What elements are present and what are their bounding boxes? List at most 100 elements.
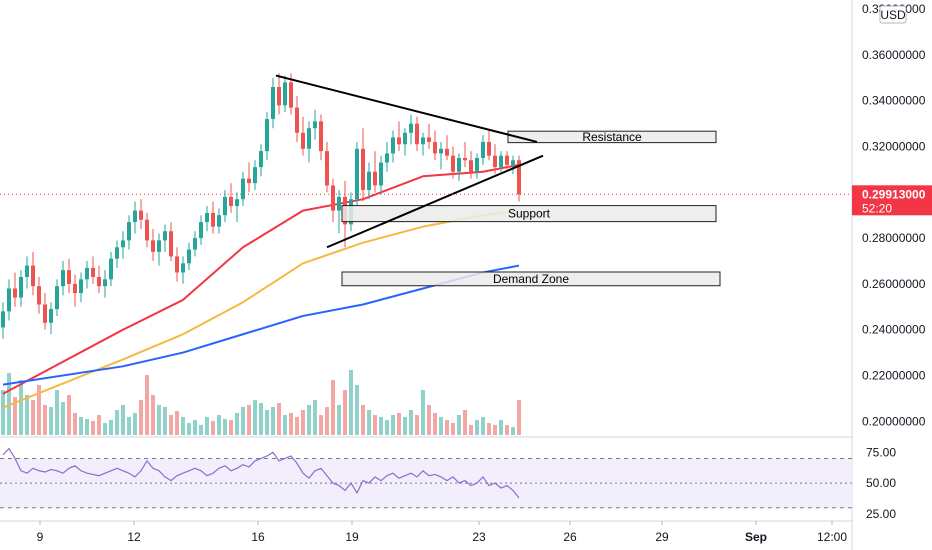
volume-bar — [169, 415, 173, 435]
currency-label: USD — [880, 8, 906, 22]
volume-bar — [475, 420, 479, 435]
price-tick-label: 0.36000000 — [862, 48, 926, 62]
candle-body — [265, 119, 269, 152]
candle-body — [217, 215, 221, 227]
volume-bar — [379, 417, 383, 435]
volume-bar — [31, 400, 35, 435]
candle-body — [499, 155, 503, 168]
volume-bar — [37, 385, 41, 435]
zone-annotations: Resistance Support Demand Zone — [341, 130, 721, 287]
time-tick-label: 16 — [251, 530, 265, 544]
volume-bar — [235, 413, 239, 435]
volume-bar — [121, 405, 125, 435]
candle-body — [301, 132, 305, 149]
candle-body — [19, 277, 23, 298]
volume-bar — [301, 410, 305, 435]
candle-body — [481, 141, 485, 158]
candle-body — [415, 123, 419, 145]
resistance-zone-box — [507, 130, 717, 144]
candle-body — [445, 148, 449, 156]
resistance-zone-label: Resistance — [582, 130, 642, 144]
volume-bar — [397, 413, 401, 435]
candle-body — [181, 263, 185, 273]
candle-body — [409, 123, 413, 133]
candle-body — [469, 160, 473, 172]
time-tick-label: 12:00 — [817, 530, 847, 544]
price-axis-background — [853, 0, 932, 550]
volume-bar — [151, 395, 155, 435]
volume-bar — [355, 385, 359, 435]
candle-body — [247, 178, 251, 184]
price-tick-label: 0.28000000 — [862, 231, 926, 245]
time-tick-label: 23 — [472, 530, 486, 544]
candle-body — [109, 258, 113, 280]
volume-bar — [133, 413, 137, 435]
candle-body — [85, 267, 89, 280]
volume-bar — [247, 405, 251, 435]
candle-body — [25, 265, 29, 278]
candle-body — [151, 240, 155, 252]
candle-body — [337, 196, 341, 211]
candle-body — [43, 304, 47, 323]
volume-bar — [349, 370, 353, 435]
volume-bar — [175, 411, 179, 435]
candle-body — [313, 121, 317, 129]
volume-bars — [1, 370, 521, 435]
time-tick-label: 12 — [127, 530, 141, 544]
volume-bar — [49, 407, 53, 435]
volume-bar — [463, 410, 467, 435]
time-tick-label: 26 — [563, 530, 577, 544]
volume-bar — [61, 402, 65, 435]
candle-body — [307, 128, 311, 149]
candle-body — [427, 137, 431, 142]
candle-body — [79, 279, 83, 294]
price-tick-label: 0.34000000 — [862, 94, 926, 108]
candle-body — [157, 240, 161, 252]
candle-body — [361, 148, 365, 191]
volume-bar — [367, 410, 371, 435]
volume-bar — [469, 425, 473, 435]
volume-bar — [493, 425, 497, 435]
volume-bar — [361, 405, 365, 435]
volume-bar — [409, 410, 413, 435]
volume-bar — [289, 413, 293, 435]
volume-bar — [487, 423, 491, 435]
candle-body — [133, 210, 137, 223]
volume-bar — [271, 407, 275, 435]
candle-body — [355, 148, 359, 200]
volume-bar — [1, 390, 5, 435]
candle-body — [379, 162, 383, 186]
candle-body — [73, 283, 77, 294]
rsi-pane — [0, 447, 852, 509]
volume-bar — [139, 400, 143, 435]
volume-bar — [319, 415, 323, 435]
price-tick-label: 0.22000000 — [862, 368, 926, 382]
candle-body — [211, 212, 215, 227]
volume-bar — [457, 415, 461, 435]
demand-zone-zone-label: Demand Zone — [493, 272, 569, 286]
trendline-upper — [275, 74, 538, 143]
bar-countdown: 52:20 — [862, 201, 892, 215]
time-tick-label: 9 — [37, 530, 44, 544]
volume-bar — [421, 390, 425, 435]
volume-bar — [307, 405, 311, 435]
volume-bar — [331, 380, 335, 435]
candle-body — [475, 157, 479, 172]
volume-bar — [103, 423, 107, 435]
candle-body — [421, 137, 425, 145]
price-axis: 0.380000000.360000000.340000000.32000000… — [852, 0, 932, 550]
candle-body — [61, 270, 65, 287]
volume-bar — [67, 395, 71, 435]
candle-body — [505, 155, 509, 165]
volume-bar — [187, 423, 191, 435]
volume-bar — [163, 407, 167, 435]
candle-body — [187, 249, 191, 264]
price-tick-label: 0.24000000 — [862, 323, 926, 337]
candle-body — [91, 267, 95, 278]
candle-body — [295, 107, 299, 133]
candle-body — [145, 219, 149, 241]
volume-bar — [157, 405, 161, 435]
candle-body — [439, 148, 443, 154]
candle-body — [511, 160, 515, 165]
